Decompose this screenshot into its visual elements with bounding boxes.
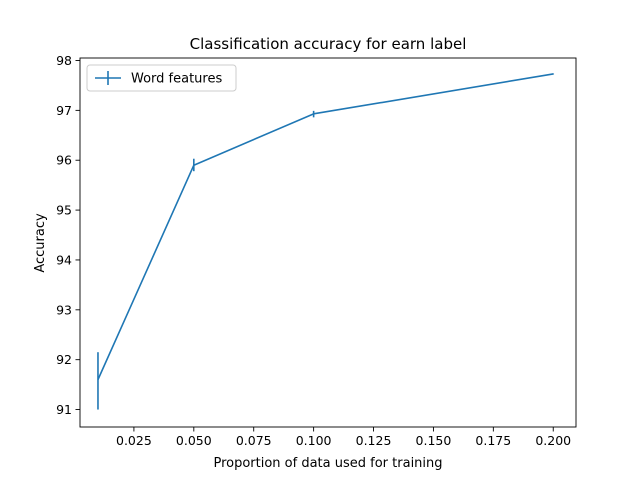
x-tick-label: 0.200: [535, 433, 571, 448]
x-tick-label: 0.100: [296, 433, 332, 448]
y-tick-label: 93: [56, 302, 72, 317]
legend-label: Word features: [131, 72, 222, 87]
y-tick-label: 96: [56, 153, 72, 168]
x-tick-label: 0.025: [116, 433, 152, 448]
x-tick-label: 0.150: [416, 433, 452, 448]
x-axis-label: Proportion of data used for training: [213, 456, 442, 471]
y-axis-label: Accuracy: [33, 213, 48, 273]
x-tick-label: 0.125: [356, 433, 392, 448]
x-tick-label: 0.050: [176, 433, 212, 448]
y-tick-label: 97: [56, 103, 72, 118]
x-tick-label: 0.175: [475, 433, 511, 448]
y-tick-label: 92: [56, 352, 72, 367]
x-tick-label: 0.075: [236, 433, 272, 448]
y-tick-label: 91: [56, 402, 72, 417]
y-tick-label: 94: [56, 252, 72, 267]
chart-title: Classification accuracy for earn label: [190, 35, 467, 53]
y-tick-label: 95: [56, 203, 72, 218]
y-tick-label: 98: [56, 53, 72, 68]
